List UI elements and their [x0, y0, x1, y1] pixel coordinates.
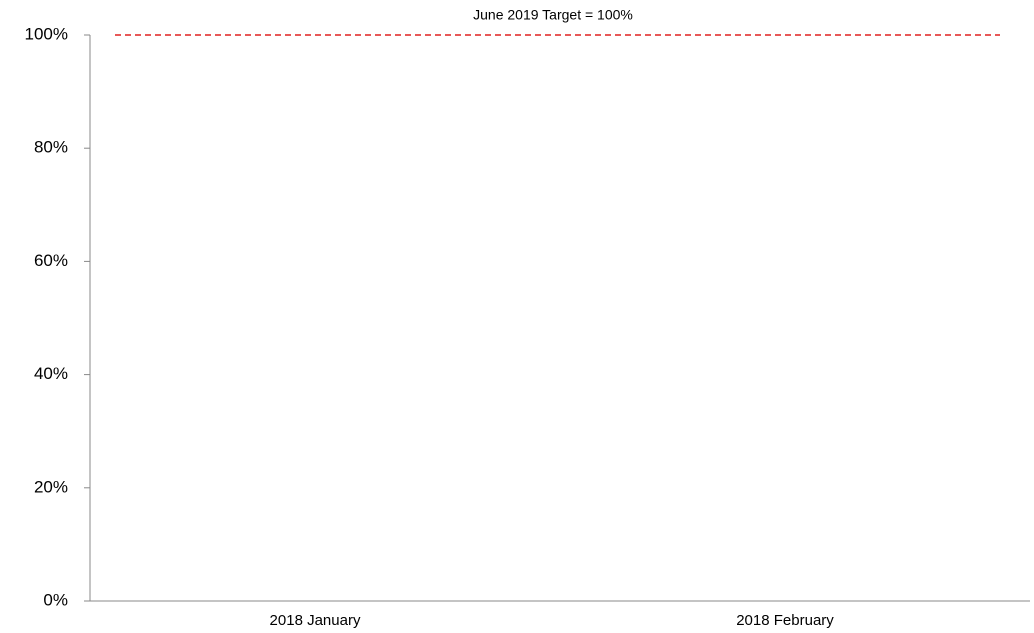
- y-tick-label: 60%: [34, 251, 68, 270]
- y-tick-label: 80%: [34, 138, 68, 157]
- y-tick-label: 20%: [34, 477, 68, 496]
- y-tick-label: 100%: [25, 24, 68, 43]
- y-tick-label: 40%: [34, 364, 68, 383]
- target-label: June 2019 Target = 100%: [473, 7, 633, 23]
- x-tick-label: 2018 January: [270, 612, 361, 629]
- x-tick-label: 2018 February: [736, 612, 834, 629]
- y-tick-label: 0%: [43, 590, 68, 609]
